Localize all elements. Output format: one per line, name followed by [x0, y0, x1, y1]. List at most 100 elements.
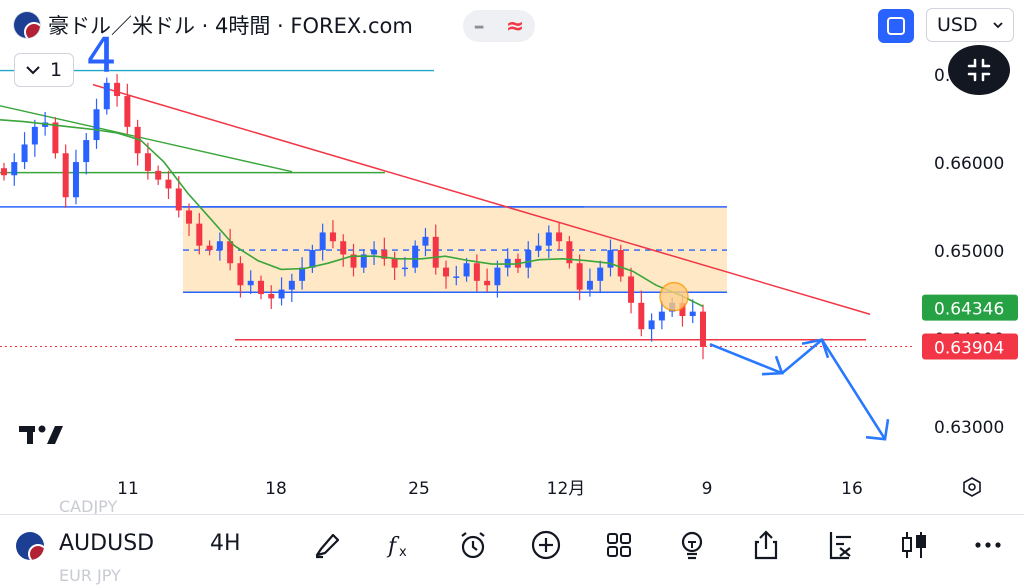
- candle-body: [288, 280, 295, 290]
- candle-body: [391, 258, 398, 268]
- more-icon[interactable]: [970, 527, 1006, 563]
- ideas-icon[interactable]: [674, 527, 710, 563]
- interval-button[interactable]: 4H: [210, 531, 241, 556]
- candle-body: [329, 232, 336, 242]
- candle-body: [52, 122, 59, 154]
- prev-close-label: 0.64346: [934, 300, 1004, 320]
- indicator-toggle[interactable]: 1: [14, 53, 74, 87]
- candle-body: [617, 250, 624, 277]
- candle-body: [556, 232, 563, 242]
- candle-body: [309, 250, 316, 268]
- last-price-label-bg: [922, 333, 1018, 360]
- candle-body: [381, 250, 388, 259]
- candle-body: [278, 289, 285, 299]
- arrow-head: [865, 419, 890, 441]
- aud-usd-flag-icon: [14, 12, 40, 38]
- fit-screen-button[interactable]: [878, 9, 914, 43]
- svg-text:f: f: [386, 534, 400, 559]
- candle-body: [155, 170, 162, 180]
- candle-body: [638, 302, 645, 330]
- candle-body: [144, 153, 151, 171]
- chevron-down-icon: [993, 21, 1003, 28]
- candle-body: [124, 96, 131, 127]
- candle-body: [186, 210, 193, 224]
- replay-icon[interactable]: [822, 527, 858, 563]
- chevron-down-icon: [26, 66, 40, 75]
- y-tick-label: 0.63000: [934, 418, 1004, 438]
- candle-body: [196, 223, 203, 246]
- candle-body: [504, 258, 511, 268]
- highlight-marker: [659, 281, 689, 312]
- wave-mode-icon[interactable]: ≈: [505, 13, 525, 39]
- symbol-button[interactable]: AUDUSD: [59, 531, 155, 556]
- candle-body: [535, 245, 542, 251]
- candle-body: [247, 280, 254, 286]
- candle-body: [607, 250, 614, 268]
- currency-label: USD: [937, 14, 978, 36]
- candle-body: [463, 263, 470, 277]
- alert-icon[interactable]: [455, 527, 491, 563]
- candle-body: [484, 280, 491, 286]
- add-icon[interactable]: [528, 527, 564, 563]
- candle-body: [576, 263, 583, 290]
- candle-body: [227, 241, 234, 264]
- candle-body: [114, 82, 121, 97]
- candle-body: [257, 280, 264, 295]
- collapse-button[interactable]: [948, 45, 1010, 95]
- candle-body: [597, 267, 604, 281]
- price-mode-toggle[interactable]: – ≈: [463, 10, 535, 42]
- candle-body: [443, 267, 450, 277]
- candle-body: [11, 162, 18, 176]
- candle-body: [299, 267, 306, 281]
- candle-body: [689, 311, 696, 317]
- candle-body: [494, 267, 501, 286]
- candle-body: [93, 109, 100, 141]
- arrow-head: [761, 355, 784, 376]
- settings-icon[interactable]: [961, 476, 983, 498]
- candle-body: [545, 232, 552, 246]
- candle-body: [473, 263, 480, 281]
- brush-icon[interactable]: [309, 527, 345, 563]
- candle-body: [401, 267, 408, 270]
- candle-body: [453, 276, 460, 278]
- candle-body: [371, 250, 378, 255]
- candle-body: [432, 236, 439, 268]
- x-tick-label: 12月: [547, 479, 586, 499]
- share-icon[interactable]: [748, 527, 784, 563]
- candle-body: [679, 302, 686, 317]
- candle-body: [31, 126, 38, 145]
- candle-body: [700, 311, 706, 347]
- indicator-count: 1: [49, 59, 63, 81]
- x-tick-label: 9: [702, 479, 713, 499]
- prev-symbol-hint: CADJPY: [59, 497, 118, 516]
- candle-body: [412, 245, 419, 268]
- candle-body: [237, 263, 244, 286]
- candle-body: [206, 245, 213, 251]
- chart-title: 豪ドル／米ドル · 4時間 · FOREX.com: [48, 14, 413, 38]
- candle-body: [566, 241, 573, 264]
- green-trendline: [0, 105, 293, 173]
- candle-body: [648, 320, 655, 330]
- moving-average-line: [0, 119, 704, 308]
- currency-select[interactable]: USD: [926, 8, 1014, 42]
- candle-body: [586, 280, 593, 290]
- candle-body: [134, 126, 141, 154]
- collapse-icon: [967, 58, 991, 82]
- candle-body: [658, 311, 665, 321]
- candle-body: [175, 188, 182, 211]
- candle-body: [268, 294, 275, 299]
- symbol-header[interactable]: 豪ドル／米ドル · 4時間 · FOREX.com: [14, 10, 413, 40]
- dash-mode-icon[interactable]: –: [473, 13, 485, 39]
- candle-body: [165, 179, 172, 189]
- y-tick-label: 0.66000: [934, 154, 1004, 174]
- last-price-label: 0.63904: [934, 338, 1004, 358]
- candle-body: [62, 153, 69, 198]
- layout-icon[interactable]: [601, 527, 637, 563]
- chart-type-icon[interactable]: [896, 527, 932, 563]
- symbol-flag-icon: [16, 532, 44, 560]
- x-tick-label: 16: [841, 479, 863, 499]
- candle-body: [422, 236, 429, 246]
